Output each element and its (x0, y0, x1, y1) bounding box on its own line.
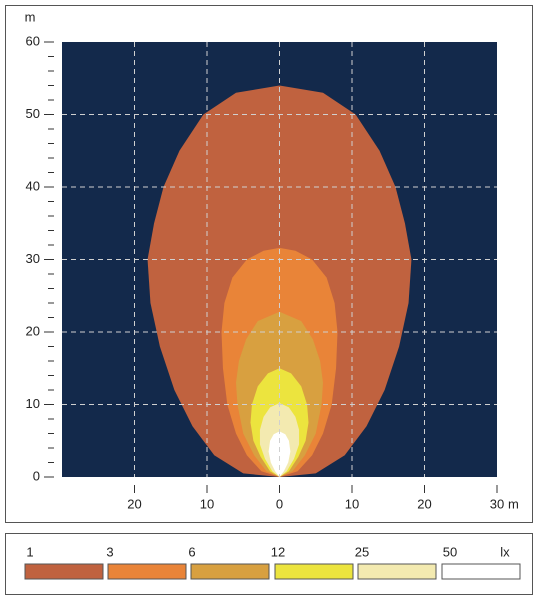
y-tick-label: 20 (26, 323, 40, 338)
legend-unit: lx (500, 544, 510, 559)
y-tick-label: 30 (26, 251, 40, 266)
y-tick-label: 10 (26, 396, 40, 411)
y-tick-label: 50 (26, 106, 40, 121)
legend-swatch (441, 563, 521, 580)
x-tick-label: 10 (345, 496, 359, 511)
x-tick-label: 20 (417, 496, 431, 511)
legend-swatch (357, 563, 437, 580)
legend-swatch (24, 563, 104, 580)
y-tick-label: 0 (33, 468, 40, 483)
legend-label: 25 (355, 544, 369, 559)
legend-label: 3 (106, 544, 113, 559)
legend-swatch (190, 563, 270, 580)
legend-swatch (274, 563, 354, 580)
chart-frame (5, 5, 533, 523)
legend-label: 1 (26, 544, 33, 559)
x-tick-label: 0 (276, 496, 283, 511)
x-tick-label: 10 (200, 496, 214, 511)
isolux-area (268, 431, 291, 477)
x-tick-label: 20 (127, 496, 141, 511)
legend-label: 50 (443, 544, 457, 559)
x-tick-label: 30 (490, 496, 504, 511)
legend-frame (5, 533, 533, 595)
x-unit: m (508, 496, 519, 511)
y-tick-label: 60 (26, 33, 40, 48)
y-tick-label: 40 (26, 178, 40, 193)
legend-label: 12 (271, 544, 285, 559)
legend-swatch (107, 563, 187, 580)
y-unit: m (25, 9, 36, 24)
legend-label: 6 (188, 544, 195, 559)
